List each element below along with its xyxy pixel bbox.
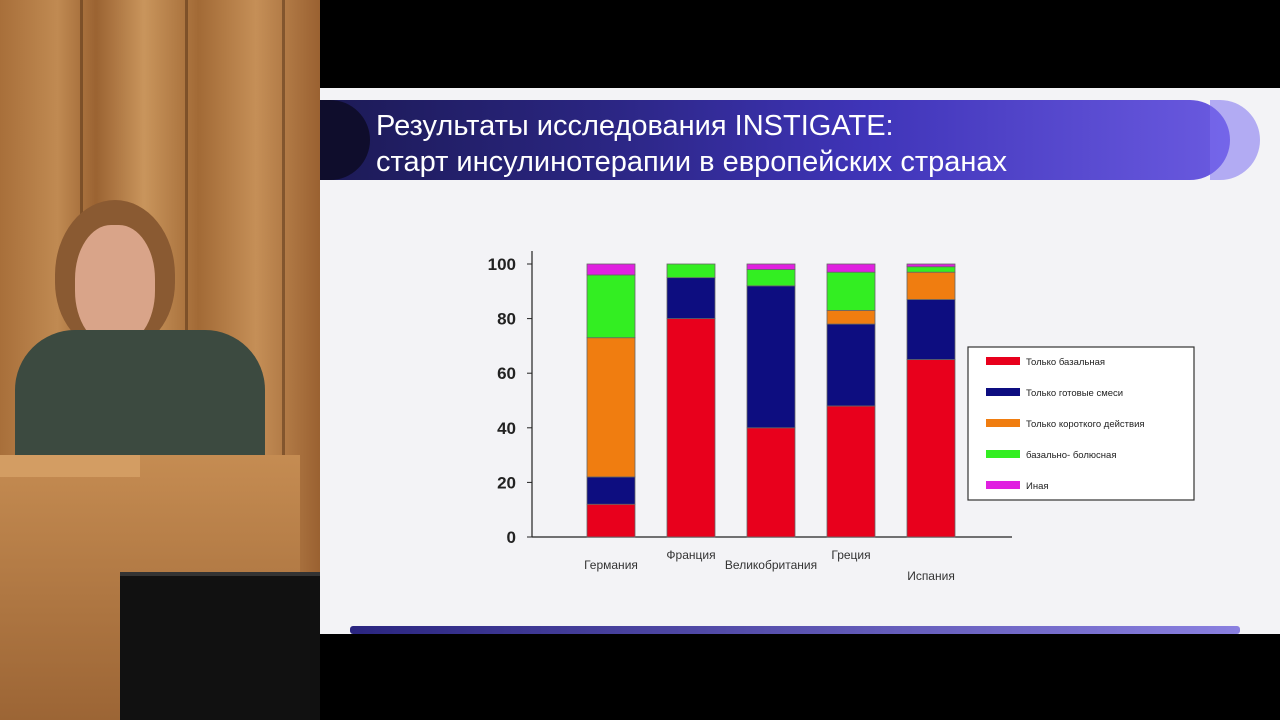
bar-segment — [826, 271, 876, 311]
bar-segment — [746, 269, 796, 287]
legend-label: Только готовые смеси — [1026, 388, 1123, 399]
legend-label: Только базальная — [1026, 357, 1105, 368]
chart-legend: Только базальная Только готовые смеси Толь… — [967, 346, 1195, 501]
x-category-label: Испания — [907, 569, 955, 583]
bar-segment — [666, 263, 716, 279]
y-tick-label: 0 — [507, 528, 516, 547]
legend-swatch — [986, 357, 1020, 365]
slide-title-line-2: старт инсулинотерапии в европейских стра… — [376, 146, 1008, 178]
slide-footer-strip — [350, 626, 1240, 634]
bar-segment — [746, 263, 796, 270]
legend-label: базально- болюсная — [1026, 450, 1116, 461]
y-tick-label: 100 — [488, 255, 516, 274]
legend-label: Только короткого действия — [1026, 419, 1145, 430]
legend-swatch — [986, 481, 1020, 489]
bar-segment — [746, 285, 796, 429]
podium-top — [0, 455, 140, 477]
wall-panel-seam — [185, 0, 188, 460]
wall-panel-seam — [282, 0, 285, 460]
legend-swatch — [986, 450, 1020, 458]
bar-segment — [826, 263, 876, 273]
y-tick-label: 60 — [497, 364, 516, 383]
legend-label: Иная — [1026, 481, 1049, 492]
slide-title-line-1: Результаты исследования INSTIGATE: — [376, 110, 894, 142]
bar-segment — [666, 318, 716, 538]
bar-segment — [826, 323, 876, 407]
speaker-video — [0, 0, 320, 720]
title-banner — [320, 100, 1230, 180]
bar-segment — [906, 299, 956, 360]
x-category-label: Греция — [831, 548, 870, 562]
bar-segment — [906, 266, 956, 273]
bar-segment — [586, 263, 636, 276]
y-tick-label: 40 — [497, 419, 516, 438]
x-category-label: Франция — [666, 548, 715, 562]
bar-segment — [906, 359, 956, 538]
y-tick-label: 80 — [497, 310, 516, 329]
bar-segment — [666, 277, 716, 319]
bar-segment — [586, 503, 636, 538]
presentation-slide: Результаты исследования INSTIGATE: старт… — [320, 88, 1280, 634]
bar-segment — [586, 337, 636, 478]
legend-swatch — [986, 419, 1020, 427]
speaker-face — [75, 225, 155, 345]
bar-segment — [906, 263, 956, 268]
y-tick-label: 20 — [497, 473, 516, 492]
chart-labels: 0 20 40 60 80 100 Германия Франция Великобритани… — [488, 255, 955, 583]
stacked-bar-chart: 0 20 40 60 80 100 Германия Франция Великобритани… — [488, 251, 1195, 583]
x-category-label: Великобритания — [725, 558, 817, 572]
x-category-label: Германия — [584, 558, 638, 572]
bar-segment — [826, 405, 876, 538]
bar-segment — [586, 476, 636, 505]
bar-segment — [826, 310, 876, 325]
chart-bars — [586, 263, 956, 538]
bar-segment — [906, 271, 956, 300]
legend-swatch — [986, 388, 1020, 396]
bar-segment — [746, 427, 796, 538]
podium-monitor — [120, 572, 320, 720]
bar-segment — [586, 274, 636, 339]
